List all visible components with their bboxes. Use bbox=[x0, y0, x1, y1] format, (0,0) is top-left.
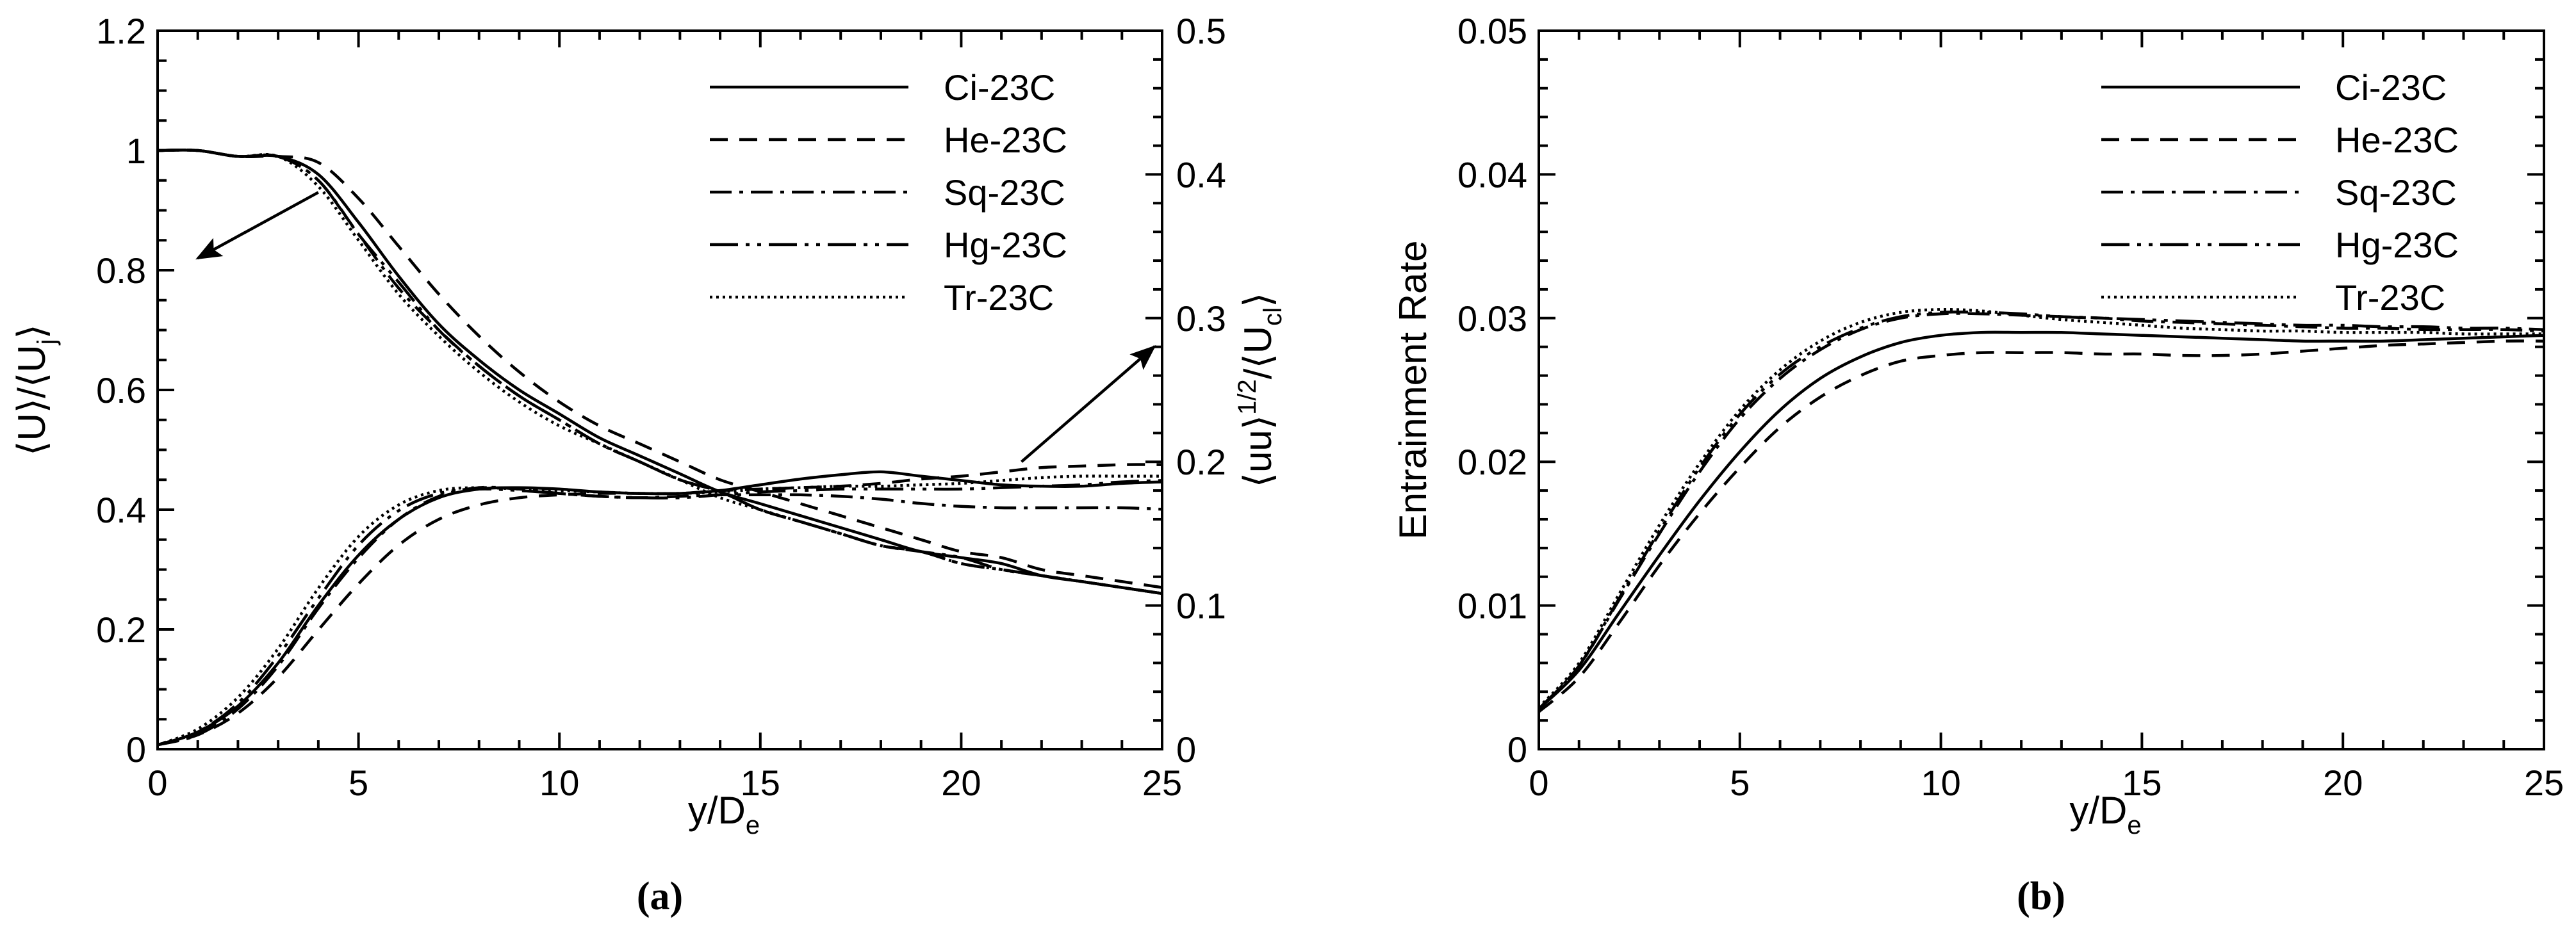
y-tick-label: 0.6 bbox=[96, 370, 146, 410]
x-tick-label: 20 bbox=[2323, 763, 2363, 803]
y-axis-label: ⟨U⟩/⟨Uj⟩ bbox=[10, 324, 61, 456]
x-tick-label: 0 bbox=[147, 763, 167, 803]
y-tick-label: 0 bbox=[126, 729, 146, 770]
x-tick-label: 0 bbox=[1529, 763, 1548, 803]
series-line-ci-23c-right bbox=[158, 470, 1162, 747]
annotation-arrow bbox=[1021, 345, 1156, 463]
y2-tick-label: 0.5 bbox=[1176, 11, 1226, 51]
x-axis-label: y/De bbox=[688, 789, 760, 839]
chart-b: 0 5 10 15 20 25 0 0.01 0.02 0.03 0.04 0.05 y/De Entra… bbox=[1391, 11, 2564, 839]
legend: Ci-23C He-23C Sq-23C Hg-23C Tr-23C bbox=[710, 67, 1067, 318]
y2-tick-label: 0.1 bbox=[1176, 586, 1226, 626]
y-tick-label: 1 bbox=[126, 131, 146, 171]
y2-axis-label: ⟨uu⟩1/2/⟨Ucl⟩ bbox=[1233, 293, 1287, 488]
y2-tick-label: 0 bbox=[1176, 729, 1196, 770]
x-tick-label: 20 bbox=[941, 763, 981, 803]
legend-label: Hg-23C bbox=[2335, 225, 2459, 265]
x-tick-label: 10 bbox=[1921, 763, 1960, 803]
legend-label: Tr-23C bbox=[944, 277, 1054, 318]
legend-label: Ci-23C bbox=[2335, 67, 2447, 108]
y-tick-label: 0.01 bbox=[1457, 586, 1527, 626]
series-group bbox=[158, 149, 1162, 747]
series-group bbox=[1539, 308, 2544, 713]
y-tick-label: 0.02 bbox=[1457, 442, 1527, 482]
x-tick-label: 5 bbox=[1730, 763, 1750, 803]
series-line-hg-23c-right bbox=[158, 479, 1162, 747]
series-line-ci-23c bbox=[1539, 330, 2544, 710]
y-tick-label: 0.2 bbox=[96, 610, 146, 650]
series-line-sq-23c-left bbox=[158, 149, 1162, 596]
y2-tick-label: 0.2 bbox=[1176, 442, 1226, 482]
series-line-sq-23c bbox=[1539, 312, 2544, 710]
plot-frame bbox=[1538, 29, 2545, 750]
caption-b: (b) bbox=[2017, 875, 2065, 918]
caption-a: (a) bbox=[637, 875, 683, 918]
x-tick-label: 5 bbox=[349, 763, 368, 803]
x-tick-label: 25 bbox=[2524, 763, 2564, 803]
series-line-tr-23c-left bbox=[158, 149, 1162, 596]
x-tick-label: 15 bbox=[741, 763, 780, 803]
series-line-he-23c bbox=[1539, 339, 2544, 713]
series-line-ci-23c-left bbox=[158, 149, 1162, 596]
legend-label: He-23C bbox=[2335, 120, 2459, 160]
legend: Ci-23C He-23C Sq-23C Hg-23C Tr-23C bbox=[2101, 67, 2459, 318]
series-line-sq-23c-right bbox=[158, 485, 1162, 747]
legend-label: He-23C bbox=[944, 120, 1067, 160]
y-tick-label: 0.04 bbox=[1457, 154, 1527, 195]
series-line-tr-23c bbox=[1539, 308, 2544, 709]
series-line-hg-23c-left bbox=[158, 149, 1162, 596]
x-tick-label: 15 bbox=[2122, 763, 2162, 803]
legend-label: Ci-23C bbox=[944, 67, 1055, 108]
y2-tick-label: 0.4 bbox=[1176, 154, 1226, 195]
y-axis-label: Entrainment Rate bbox=[1391, 241, 1434, 540]
y2-tick-label: 0.3 bbox=[1176, 298, 1226, 339]
y-tick-label: 0.8 bbox=[96, 250, 146, 291]
x-tick-label: 10 bbox=[539, 763, 579, 803]
x-axis-label: y/De bbox=[2069, 789, 2141, 839]
y-tick-label: 0 bbox=[1507, 729, 1527, 770]
series-line-he-23c-left bbox=[158, 149, 1162, 589]
series-line-hg-23c bbox=[1539, 310, 2544, 710]
x-tick-label: 25 bbox=[1142, 763, 1182, 803]
chart-a: 0 5 10 15 20 2500.20.40.60.811.200.10.20.30.4… bbox=[10, 11, 1287, 839]
legend-label: Sq-23C bbox=[944, 172, 1065, 213]
series-line-tr-23c-right bbox=[158, 474, 1162, 747]
legend-label: Tr-23C bbox=[2335, 277, 2445, 318]
annotation-arrow bbox=[195, 191, 319, 260]
y-tick-label: 0.4 bbox=[96, 490, 146, 530]
y-tick-label: 0.05 bbox=[1457, 11, 1527, 51]
y-tick-label: 0.03 bbox=[1457, 298, 1527, 339]
y-tick-label: 1.2 bbox=[96, 11, 146, 51]
legend-label: Sq-23C bbox=[2335, 172, 2457, 213]
legend-label: Hg-23C bbox=[944, 225, 1067, 265]
